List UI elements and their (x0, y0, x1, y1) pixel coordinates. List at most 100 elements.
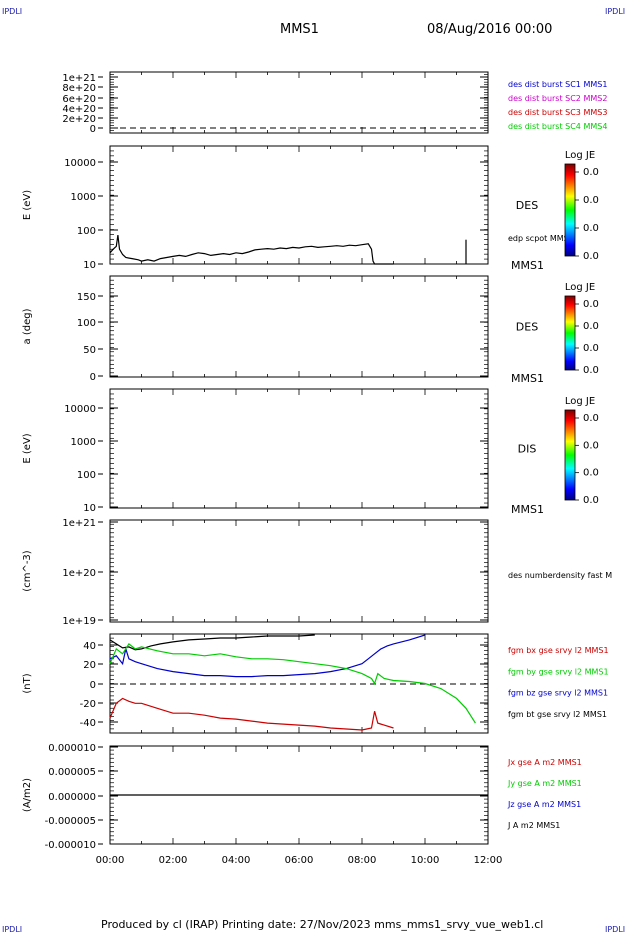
y-tick-label: 100 (77, 226, 96, 237)
y-tick-label: 1000 (71, 437, 96, 448)
colorbar-tick-label: 0.0 (583, 413, 599, 424)
y-tick-label: 20 (83, 660, 96, 671)
corner-label-top-left: IPDLI (2, 7, 23, 16)
spacecraft-label: MMS1 (511, 503, 544, 516)
date-title: 08/Aug/2016 00:00 (427, 22, 553, 37)
legend-entry: Jx gse A m2 MMS1 (507, 758, 582, 767)
plot-frame (109, 145, 489, 265)
colorbar-title: Log JE (565, 150, 595, 161)
y-tick-label: 2e+20 (62, 114, 96, 125)
plot-frame (109, 275, 489, 378)
legend-entry: fgm bz gse srvy l2 MMS1 (508, 689, 608, 698)
y-tick-label: -40 (80, 718, 96, 729)
instrument-label: DIS (518, 443, 537, 456)
y-tick-label: 1e+20 (62, 568, 96, 579)
x-tick-label: 12:00 (474, 855, 503, 866)
series-sublabel: edp scpot MMS1 (508, 234, 574, 243)
y-tick-label: 40 (83, 641, 96, 652)
x-tick-label: 10:00 (411, 855, 440, 866)
colorbar-tick-label: 0.0 (583, 167, 599, 178)
colorbar-tick-label: 0.0 (583, 468, 599, 479)
fgm-by-gse-srvy-l2-mms1-line (109, 643, 476, 724)
legend-entry: Jy gse A m2 MMS1 (507, 779, 582, 788)
corner-label-top-right: IPDLI (605, 7, 626, 16)
colorbar-tick-label: 0.0 (583, 223, 599, 234)
colorbar-tick-label: 0.0 (583, 495, 599, 506)
y-tick-label: 8e+20 (62, 83, 96, 94)
y-tick-label: -20 (80, 699, 96, 710)
y-tick-label: 1e+21 (62, 518, 96, 529)
colorbar (564, 295, 576, 371)
y-tick-label: 1000 (71, 192, 96, 203)
y-tick-label: -0.000005 (45, 816, 96, 827)
x-tick-label: 00:00 (96, 855, 125, 866)
colorbar-title: Log JE (565, 282, 595, 293)
x-tick-label: 06:00 (285, 855, 314, 866)
y-tick-label: 150 (77, 292, 96, 303)
legend-entry: fgm bx gse srvy l2 MMS1 (508, 646, 609, 655)
legend-entry: fgm bt gse srvy l2 MMS1 (508, 710, 607, 719)
x-tick-label: 02:00 (159, 855, 188, 866)
y-axis-label: (A/m2) (22, 778, 33, 812)
colorbar-tick-label: 0.0 (583, 299, 599, 310)
x-tick-label: 08:00 (348, 855, 377, 866)
y-tick-label: 1e+19 (62, 616, 96, 627)
y-axis-label: (nT) (22, 673, 33, 693)
plot-frame (109, 71, 489, 134)
legend-entry: des numberdensity fast M (508, 571, 612, 580)
y-tick-label: 0.000005 (48, 767, 96, 778)
colorbar-tick-label: 0.0 (583, 440, 599, 451)
spacecraft-label: MMS1 (511, 372, 544, 385)
spacecraft-title: MMS1 (280, 22, 319, 37)
fgm-bt-gse-srvy-l2-mms1-line (109, 634, 315, 651)
y-tick-label: 10 (83, 260, 96, 271)
y-tick-label: 100 (77, 318, 96, 329)
y-tick-label: 10 (83, 503, 96, 514)
colorbar-tick-label: 0.0 (583, 343, 599, 354)
legend-entry: des dist burst SC1 MMS1 (508, 80, 607, 89)
legend-entry: Jz gse A m2 MMS1 (507, 800, 581, 809)
plot-frame (109, 388, 489, 509)
legend-entry: fgm by gse srvy l2 MMS1 (508, 667, 609, 676)
colorbar-title: Log JE (565, 396, 595, 407)
y-tick-label: 100 (77, 470, 96, 481)
y-tick-label: 0 (90, 124, 96, 135)
legend-entry: J A m2 MMS1 (507, 821, 560, 830)
spacecraft-label: MMS1 (511, 259, 544, 272)
footer-credit: Produced by cl (IRAP) Printing date: 27/… (101, 918, 544, 931)
colorbar-tick-label: 0.0 (583, 365, 599, 376)
fgm-bz-gse-srvy-l2-mms1-line (109, 634, 426, 678)
fgm-bx-gse-srvy-l2-mms1-line (109, 697, 394, 731)
colorbar-tick-label: 0.0 (583, 195, 599, 206)
plot-frame (109, 519, 489, 623)
y-axis-label: E (eV) (22, 433, 33, 463)
y-tick-label: -0.000010 (45, 840, 96, 851)
corner-label-bottom-left: IPDLI (2, 925, 23, 934)
y-tick-label: 6e+20 (62, 94, 96, 105)
colorbar-tick-label: 0.0 (583, 321, 599, 332)
y-tick-label: 4e+20 (62, 104, 96, 115)
y-tick-label: 0 (90, 680, 96, 691)
y-tick-label: 0.000000 (48, 792, 96, 803)
instrument-label: DES (516, 321, 538, 334)
y-tick-label: 10000 (64, 404, 96, 415)
legend-entry: des dist burst SC2 MMS2 (508, 94, 607, 103)
y-axis-label: a (deg) (22, 308, 33, 344)
y-tick-label: 50 (83, 345, 96, 356)
y-tick-label: 1e+21 (62, 73, 96, 84)
y-axis-label: E (eV) (22, 190, 33, 220)
x-tick-label: 04:00 (222, 855, 251, 866)
colorbar (564, 409, 576, 501)
legend-entry: des dist burst SC3 MMS3 (508, 108, 607, 117)
y-tick-label: 0.000010 (48, 743, 96, 754)
colorbar (564, 163, 576, 257)
y-tick-label: 0 (90, 372, 96, 383)
colorbar-tick-label: 0.0 (583, 251, 599, 262)
edp-scpot-mms1-line (109, 235, 394, 265)
legend-entry: des dist burst SC4 MMS4 (508, 122, 607, 131)
instrument-label: DES (516, 199, 538, 212)
y-axis-label: (cm^-3) (22, 550, 33, 591)
y-tick-label: 10000 (64, 158, 96, 169)
corner-label-bottom-right: IPDLI (605, 925, 626, 934)
